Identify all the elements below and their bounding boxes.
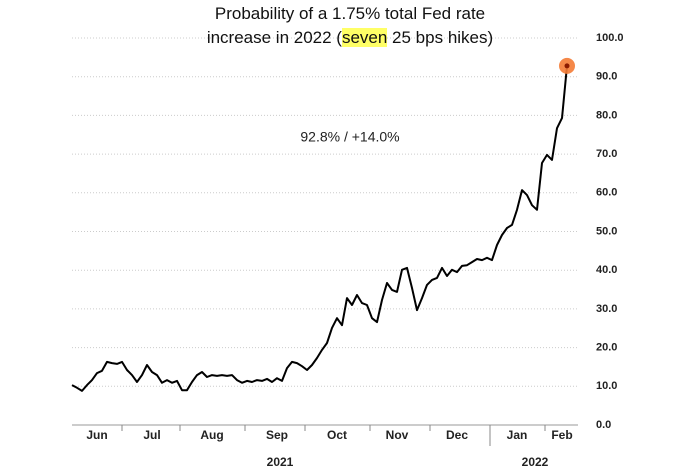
x-tick-label: Jul <box>143 428 160 442</box>
y-tick-label: 0.0 <box>596 419 611 431</box>
title-part: increase in 2022 ( <box>206 28 342 47</box>
y-tick-label: 100.0 <box>596 32 624 44</box>
x-tick-label: Oct <box>327 428 347 442</box>
y-tick-label: 50.0 <box>596 225 617 237</box>
y-tick-label: 80.0 <box>596 109 617 121</box>
y-tick-label: 10.0 <box>596 380 617 392</box>
x-tick-label: Jan <box>507 428 528 442</box>
last-point-dot <box>564 63 570 69</box>
title-line: Probability of a 1.75% total Fed rate <box>214 4 486 23</box>
year-label: 2021 <box>267 455 294 469</box>
y-tick-label: 20.0 <box>596 342 617 354</box>
x-tick-label: Sep <box>266 428 288 442</box>
x-tick-label: Feb <box>551 428 572 442</box>
y-tick-label: 90.0 <box>596 71 617 83</box>
y-tick-label: 40.0 <box>596 264 617 276</box>
year-label: 2022 <box>522 455 549 469</box>
annotation: 92.8% / +14.0% <box>300 129 399 145</box>
x-tick-label: Jun <box>86 428 107 442</box>
y-tick-label: 30.0 <box>596 303 617 315</box>
x-tick-label: Dec <box>446 428 468 442</box>
title-part: 25 bps hikes) <box>387 28 494 47</box>
x-tick-label: Aug <box>200 428 223 442</box>
month-ticks <box>121 425 546 446</box>
y-tick-label: 70.0 <box>596 148 617 160</box>
x-tick-label: Nov <box>386 428 409 442</box>
line <box>71 65 568 392</box>
title-highlight: seven <box>341 28 388 47</box>
chart-title: Probability of a 1.75% total Fed rate inc… <box>150 2 550 50</box>
y-tick-label: 60.0 <box>596 187 617 199</box>
